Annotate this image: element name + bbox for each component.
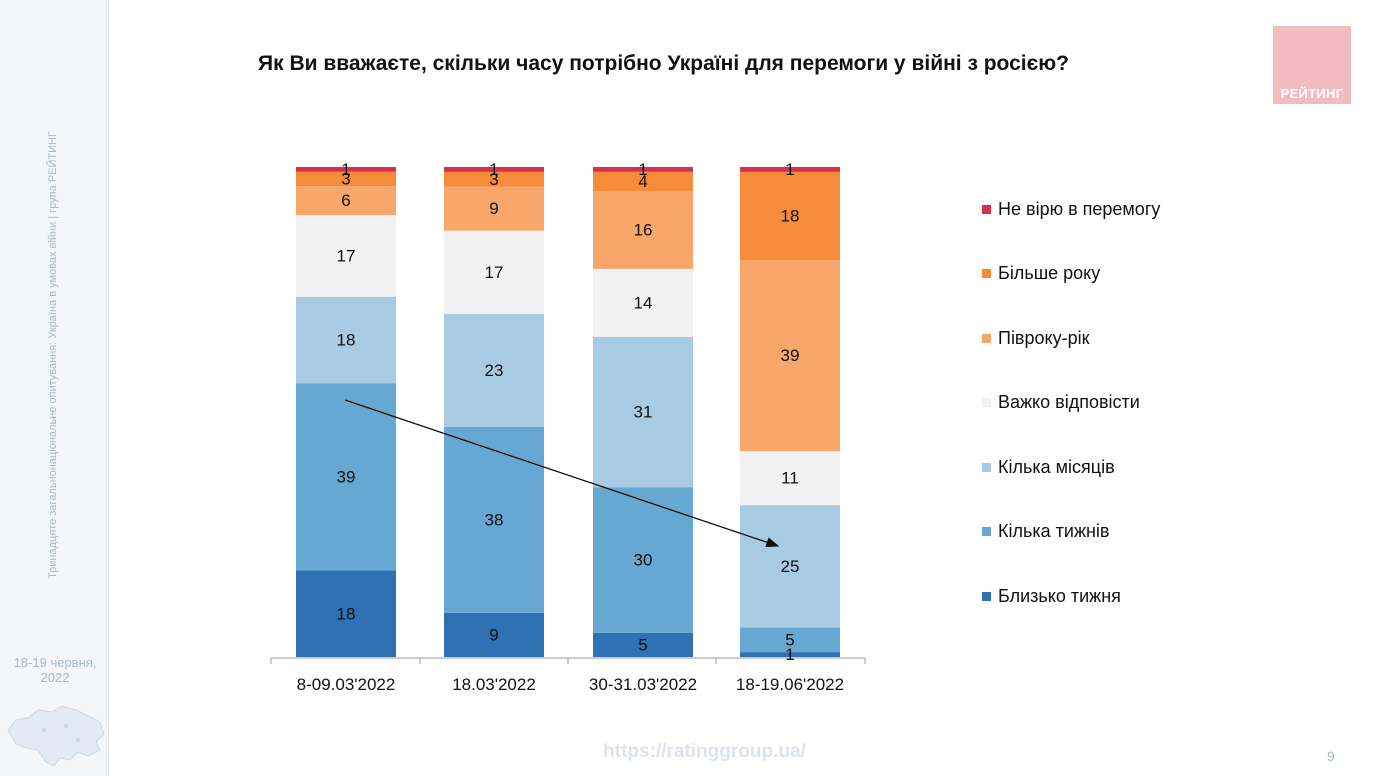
rating-logo: РЕЙТИНГ: [1273, 26, 1351, 104]
bar-segment-1-1: [444, 426, 544, 613]
legend-swatch: [982, 269, 991, 278]
bar-segment-1-4: [444, 186, 544, 231]
legend-item: Кілька тижнів: [982, 520, 1110, 544]
bar-segment-3-5: [740, 171, 840, 261]
data-label-0-2: 18: [337, 330, 356, 349]
bar-segment-2-3: [593, 268, 693, 337]
data-label-3-1: 5: [785, 630, 794, 649]
data-label-2-2: 31: [634, 403, 653, 422]
legend-label: Важко відповісти: [998, 392, 1140, 412]
legend-label: Не вірю в перемогу: [998, 198, 1161, 219]
data-label-1-6: 1: [489, 160, 498, 179]
data-label-2-6: 1: [638, 160, 647, 179]
bar-segment-1-6: [444, 167, 544, 172]
survey-date: 18-19 червня, 2022: [0, 655, 110, 685]
data-label-3-5: 18: [781, 207, 800, 226]
footer-url[interactable]: https://ratinggroup.ua/: [603, 741, 806, 762]
logo-text: РЕЙТИНГ: [1280, 86, 1344, 101]
bar-segment-0-0: [296, 570, 396, 657]
bar-segment-0-5: [296, 171, 396, 187]
bar-segment-3-2: [740, 505, 840, 628]
data-label-3-2: 25: [781, 557, 800, 576]
legend-item: Півроку-рік: [982, 326, 1089, 350]
x-tick-label-3: 18-19.06'2022: [736, 675, 844, 694]
legend-swatch: [982, 591, 991, 601]
legend-label: Кілька місяців: [998, 456, 1115, 477]
bar-segment-3-6: [740, 167, 840, 172]
data-label-1-1: 38: [485, 510, 504, 529]
data-label-3-6: 1: [785, 160, 794, 179]
bar-segment-2-2: [593, 336, 693, 488]
legend-item: Не вірю в перемогу: [982, 197, 1160, 221]
ukraine-map-icon: [7, 705, 105, 767]
bar-segment-1-0: [444, 612, 544, 657]
legend-item: Більше року: [982, 262, 1100, 286]
data-label-0-3: 17: [337, 246, 356, 265]
data-label-2-5: 4: [638, 172, 647, 191]
legend-swatch: [982, 462, 991, 472]
x-tick-label-0: 8-09.03'2022: [297, 675, 396, 694]
legend-item: Кілька місяців: [982, 455, 1115, 479]
legend-swatch: [982, 398, 991, 407]
bar-segment-2-4: [593, 191, 693, 269]
bar-segment-0-1: [296, 383, 396, 571]
data-label-1-0: 9: [489, 625, 498, 644]
survey-date-line1: 18-19 червня,: [13, 655, 97, 670]
bar-segment-1-2: [444, 314, 544, 427]
data-label-1-5: 3: [489, 170, 498, 189]
data-label-3-4: 39: [781, 346, 800, 365]
data-label-3-0: 1: [785, 645, 794, 664]
data-label-1-2: 23: [485, 361, 504, 380]
bar-segment-3-3: [740, 451, 840, 506]
bar-segment-3-0: [740, 652, 840, 657]
legend-label: Більше року: [998, 263, 1101, 283]
sidebar: Тринадцяте загальнонаціональне опитуванн…: [0, 0, 109, 776]
data-label-1-4: 9: [489, 199, 498, 218]
chart-title: Як Ви вважаєте, скільки часу потрібно Ук…: [258, 52, 1069, 75]
trend-arrow: [344, 399, 780, 548]
x-tick-label-2: 30-31.03'2022: [589, 675, 697, 694]
bar-segment-0-2: [296, 296, 396, 384]
legend-label: Півроку-рік: [998, 327, 1090, 348]
legend-swatch: [982, 204, 991, 214]
data-label-0-6: 1: [341, 160, 350, 179]
bar-segment-0-4: [296, 186, 396, 216]
bar-segment-0-3: [296, 215, 396, 297]
bar-segment-3-4: [740, 260, 840, 452]
data-label-2-0: 5: [638, 635, 647, 654]
legend-label: Близько тижня: [998, 585, 1121, 606]
legend-item: Важко відповісти: [982, 391, 1140, 415]
data-label-3-3: 11: [781, 469, 799, 488]
data-label-2-1: 30: [634, 550, 653, 569]
bar-segment-1-3: [444, 230, 544, 314]
data-label-0-5: 3: [341, 170, 350, 189]
data-label-0-0: 18: [337, 604, 356, 623]
legend-swatch: [982, 333, 991, 343]
legend-swatch: [982, 527, 991, 536]
data-label-2-3: 14: [634, 293, 653, 312]
page-number: 9: [1327, 748, 1335, 764]
bar-segment-2-5: [593, 171, 693, 192]
x-tick-label-1: 18.03'2022: [452, 675, 536, 694]
bar-segment-2-6: [593, 167, 693, 172]
data-label-0-4: 6: [341, 191, 350, 210]
legend-item: Близько тижня: [982, 584, 1121, 608]
legend-label: Кілька тижнів: [998, 521, 1110, 541]
data-label-2-4: 16: [634, 221, 653, 240]
bar-segment-3-1: [740, 627, 840, 653]
bar-segment-0-6: [296, 167, 396, 172]
survey-date-line2: 2022: [40, 670, 70, 685]
data-label-0-1: 39: [337, 467, 356, 486]
data-label-1-3: 17: [485, 263, 504, 282]
bar-segment-1-5: [444, 171, 544, 187]
bar-segment-2-0: [593, 632, 693, 657]
